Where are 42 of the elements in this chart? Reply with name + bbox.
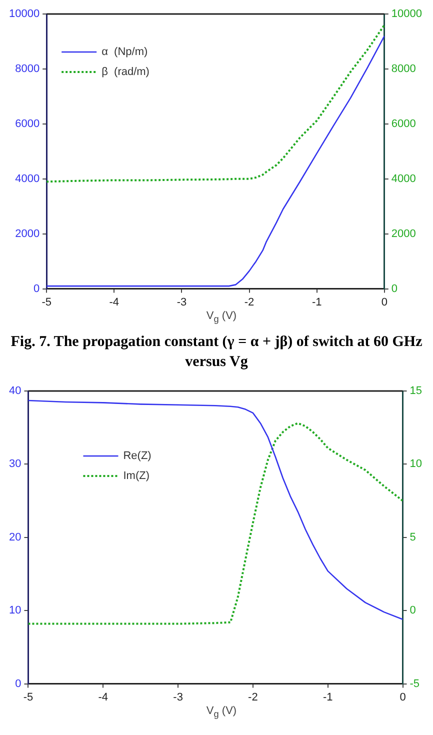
caption: Fig. 7. The propagation constant (γ = α + jβ) of switch at 60 GHz versus Vg bbox=[10, 333, 424, 372]
y-tick-label: 4000 bbox=[15, 172, 40, 185]
y-tick-label: 10 bbox=[8, 604, 22, 616]
y-tick-label: 30 bbox=[8, 458, 22, 470]
y-tick-label: 8000 bbox=[15, 62, 40, 75]
x-tick-label: 0 bbox=[381, 296, 388, 308]
line-series bbox=[46, 24, 384, 183]
y2-tick-label: -5 bbox=[410, 678, 420, 690]
y2-tick-label: 10 bbox=[410, 458, 422, 470]
legend-label: α (Np/m) bbox=[102, 46, 148, 58]
x-tick-label: 0 bbox=[400, 691, 406, 704]
x-tick-label: -5 bbox=[23, 691, 34, 704]
y-tick-label: 20 bbox=[8, 531, 22, 544]
x-tick-label: -4 bbox=[98, 691, 108, 704]
y-tick-label: 2000 bbox=[15, 228, 40, 240]
x-tick-label: -1 bbox=[312, 296, 322, 308]
y-tick-label: 10000 bbox=[8, 8, 40, 20]
y-tick-label: 0 bbox=[33, 282, 40, 295]
y2-tick-label: 15 bbox=[410, 384, 422, 397]
x-tick-label: -2 bbox=[248, 691, 258, 704]
x-tick-label: -3 bbox=[176, 296, 187, 308]
y-tick-label: 6000 bbox=[15, 118, 40, 130]
y2-tick-label: 4000 bbox=[391, 172, 416, 185]
y2-tick-label: 5 bbox=[410, 531, 416, 544]
legend-label: Re(Z) bbox=[123, 450, 152, 462]
y2-tick-label: 0 bbox=[410, 604, 416, 616]
x-axis-title: V$_{g}$ (V) bbox=[205, 310, 238, 324]
y2-tick-label: 0 bbox=[391, 282, 398, 295]
y2-tick-label: 6000 bbox=[391, 118, 416, 130]
y2-tick-label: 8000 bbox=[391, 62, 416, 75]
y2-tick-label: 2000 bbox=[391, 228, 416, 240]
x-tick-label: -1 bbox=[322, 691, 333, 704]
legend-label: β (rad/m) bbox=[102, 66, 150, 78]
legend-label: Im(Z) bbox=[123, 470, 150, 482]
x-tick-label: -3 bbox=[173, 691, 183, 704]
x-tick-label: -2 bbox=[244, 296, 254, 308]
y-tick-label: 0 bbox=[15, 678, 22, 690]
x-tick-label: -4 bbox=[109, 296, 120, 308]
x-axis-title: V$_{g}$ (V) bbox=[205, 704, 238, 719]
x-tick-label: -5 bbox=[42, 296, 52, 308]
y2-tick-label: 10000 bbox=[391, 8, 422, 20]
y-tick-label: 40 bbox=[8, 384, 22, 397]
